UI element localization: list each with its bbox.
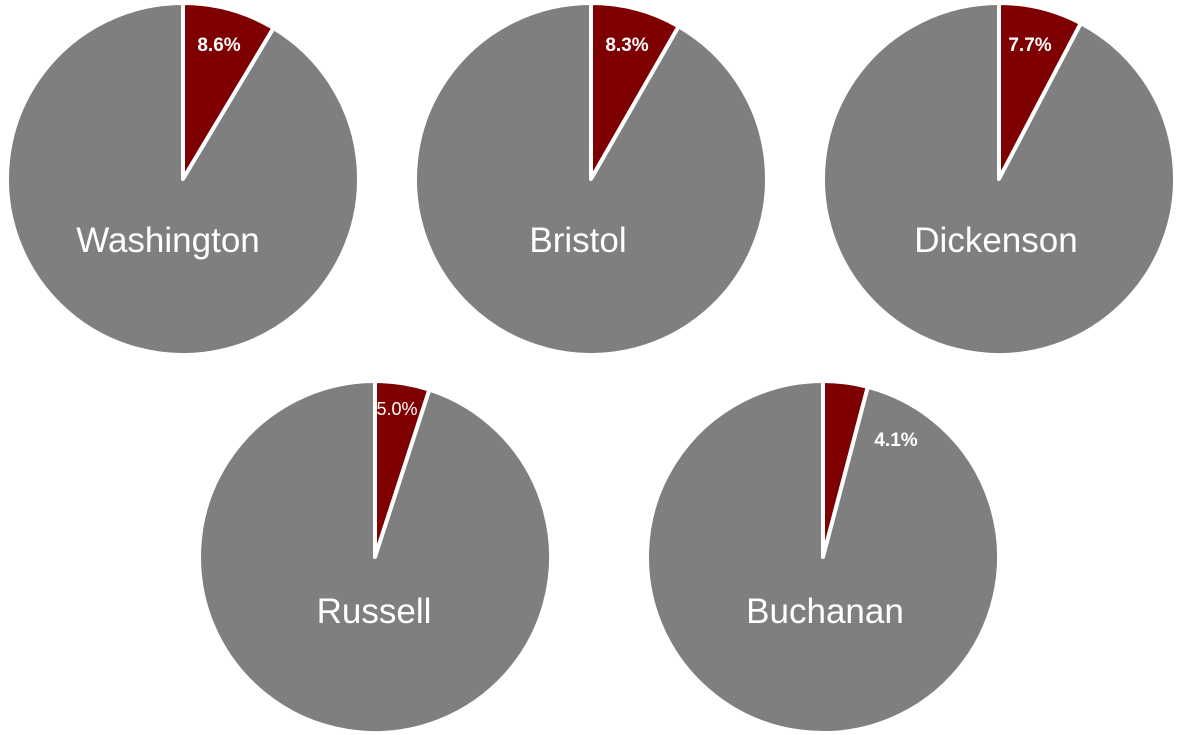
region-name-label: Washington [76, 221, 260, 260]
pie-slice-remainder [644, 379, 1001, 735]
pie-slices [412, 1, 769, 357]
region-name-label: Bristol [529, 221, 626, 260]
pie-slices [5, 1, 361, 357]
slice-value-label: 7.7% [1008, 35, 1051, 56]
pie-chart-russell: 5.0% Russell [197, 379, 553, 735]
region-name-label: Buchanan [746, 592, 904, 631]
pie-slices [821, 1, 1177, 357]
pie-slices [644, 379, 1001, 735]
pie-slice-remainder [412, 1, 769, 357]
pie-slice-remainder [821, 1, 1177, 357]
slice-value-label: 8.3% [605, 35, 648, 56]
pie-chart-bristol: 8.3% Bristol [412, 1, 769, 357]
slice-value-label: 8.6% [197, 35, 240, 56]
pie-chart-dickenson: 7.7% Dickenson [821, 1, 1177, 357]
pie-slice-remainder [197, 379, 553, 735]
region-name-label: Dickenson [914, 221, 1077, 260]
pie-chart-washington: 8.6% Washington [5, 1, 361, 357]
slice-value-label: 4.1% [874, 430, 917, 451]
slice-value-label: 5.0% [376, 399, 417, 419]
region-name-label: Russell [317, 592, 432, 631]
pie-chart-buchanan: 4.1% Buchanan [644, 379, 1001, 735]
pie-slice-remainder [5, 1, 361, 357]
pie-slices [197, 379, 553, 735]
